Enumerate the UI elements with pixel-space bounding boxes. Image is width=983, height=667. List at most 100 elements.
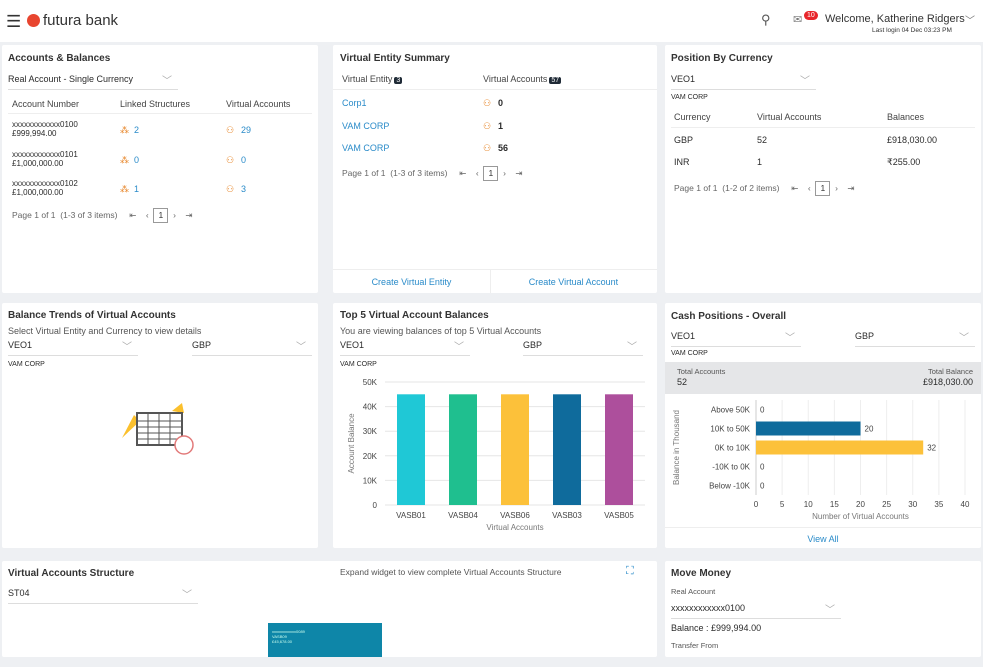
- widget-title: Top 5 Virtual Account Balances: [340, 310, 489, 321]
- first-page-icon[interactable]: ⇤: [459, 168, 467, 178]
- balance: ₹255.00: [887, 157, 921, 167]
- entity-link[interactable]: VAM CORP: [342, 121, 390, 131]
- create-virtual-entity-button[interactable]: Create Virtual Entity: [371, 277, 452, 287]
- first-page-icon[interactable]: ⇤: [129, 210, 137, 220]
- data-label: 20: [865, 425, 874, 434]
- brand-logo-icon: [27, 14, 40, 27]
- chevron-down-icon: ﹀: [182, 590, 192, 601]
- x-tick-label: VASB01: [396, 511, 426, 520]
- data-label: 32: [927, 444, 936, 453]
- y-axis-label: Balance in Thousand: [672, 410, 681, 485]
- real-account-dropdown[interactable]: xxxxxxxxxxxx0100 ﹀: [671, 603, 841, 619]
- col-virtual-accounts: Virtual Accounts 57: [483, 74, 562, 84]
- expand-hint: Expand widget to view complete Virtual A…: [340, 567, 562, 577]
- chevron-down-icon: ﹀: [825, 605, 835, 616]
- data-label: 0: [760, 463, 765, 472]
- x-tick-label: 35: [934, 500, 943, 509]
- chevron-down-icon[interactable]: ﹀: [965, 16, 975, 27]
- expand-icon[interactable]: ⛶: [626, 565, 634, 577]
- currency-dropdown[interactable]: GBP ﹀: [855, 331, 975, 347]
- page-number[interactable]: 1: [364, 168, 369, 178]
- dropdown-value: VEO1: [671, 331, 696, 341]
- y-tick-label: Above 50K: [711, 406, 751, 415]
- last-page-icon[interactable]: ⇥: [515, 168, 523, 178]
- last-page-icon[interactable]: ⇥: [185, 210, 193, 220]
- virtual-entity-dropdown[interactable]: VEO1 ﹀: [671, 74, 816, 90]
- last-page-icon[interactable]: ⇥: [847, 183, 855, 193]
- currency-dropdown[interactable]: GBP ﹀: [523, 340, 643, 356]
- dropdown-value: GBP: [523, 340, 543, 350]
- divider: [665, 527, 981, 528]
- entity-link[interactable]: Corp1: [342, 98, 367, 108]
- y-tick-label: 30K: [363, 427, 378, 436]
- next-page-icon[interactable]: ›: [503, 168, 506, 178]
- x-tick-label: VASB03: [552, 511, 582, 520]
- account-number[interactable]: xxxxxxxxxxxx0101: [12, 150, 78, 159]
- account-number[interactable]: xxxxxxxxxxxx0100: [12, 120, 78, 129]
- y-tick-label: 0: [373, 501, 378, 510]
- virtual-count[interactable]: 3: [241, 184, 247, 194]
- divider: [8, 113, 312, 114]
- virtual-count[interactable]: 29: [241, 125, 252, 135]
- linked-count[interactable]: 2: [134, 125, 140, 135]
- page-number[interactable]: 1: [34, 210, 39, 220]
- first-page-icon[interactable]: ⇤: [791, 183, 799, 193]
- col-virtual-accounts: Virtual Accounts: [226, 99, 291, 109]
- top5-bar-chart: 0 10K 20K 30K 40K 50K VASB01 VASB04 VASB06 VASB03…: [347, 378, 645, 532]
- next-page-icon[interactable]: ›: [173, 210, 176, 220]
- cash-positions-bar-chart: 0 5 10 15 20 25 30 35 40 Above 50K 0 10K to 50K 20 0K…: [672, 400, 970, 521]
- structure-dropdown[interactable]: ST04 ﹀: [8, 588, 198, 604]
- account-number[interactable]: xxxxxxxxxxxx0102: [12, 179, 78, 188]
- prev-page-icon[interactable]: ‹: [145, 210, 149, 220]
- x-tick-label: VASB04: [448, 511, 478, 520]
- widget-subtitle: Select Virtual Entity and Currency to vi…: [8, 326, 202, 336]
- x-tick-label: VASB06: [500, 511, 530, 520]
- linked-count[interactable]: 0: [134, 155, 140, 165]
- dropdown-value: Real Account - Single Currency: [8, 74, 134, 84]
- table-row: INR 1 ₹255.00: [674, 157, 974, 167]
- items-count: (1-3 of 3 items): [60, 210, 118, 220]
- widget-title: Virtual Entity Summary: [340, 53, 450, 64]
- hamburger-icon[interactable]: ☰: [6, 12, 22, 31]
- widget-title: Accounts & Balances: [8, 53, 111, 64]
- bar-vasb06: [501, 394, 529, 505]
- search-icon[interactable]: ⚲: [761, 12, 771, 27]
- list-item: Corp1 ⚇ 0: [342, 98, 642, 108]
- page-label: Page: [12, 210, 32, 220]
- node-name: VASB09: [272, 634, 287, 639]
- next-page-icon[interactable]: ›: [835, 183, 838, 193]
- users-icon: ⚇: [483, 143, 492, 153]
- linked-count[interactable]: 1: [134, 184, 140, 194]
- mail-count-badge: 10: [804, 11, 818, 20]
- current-page-button[interactable]: 1: [483, 166, 499, 181]
- widget-title: Balance Trends of Virtual Accounts: [8, 310, 176, 321]
- virtual-count[interactable]: 0: [241, 155, 247, 165]
- welcome-text[interactable]: Welcome, Katherine Ridgers: [825, 13, 965, 25]
- current-page-button[interactable]: 1: [815, 181, 831, 196]
- structure-node[interactable]: xxxxxxxxxxxx0089 VASB09 £45,678.00: [268, 623, 382, 657]
- virtual-entity-dropdown[interactable]: VEO1 ﹀: [671, 331, 801, 347]
- bar-vasb05: [605, 394, 633, 505]
- users-icon: ⚇: [226, 125, 235, 135]
- count-badge: 57: [549, 77, 562, 84]
- page-number[interactable]: 1: [696, 183, 701, 193]
- dropdown-value: ST04: [8, 588, 30, 598]
- create-virtual-account-button[interactable]: Create Virtual Account: [528, 277, 619, 287]
- widget-title: Move Money: [671, 568, 732, 579]
- col-virtual-entity: Virtual Entity 3: [342, 74, 403, 84]
- total-accounts-value: 52: [677, 377, 688, 387]
- widget-subtitle: You are viewing balances of top 5 Virtua…: [340, 326, 542, 336]
- prev-page-icon[interactable]: ‹: [475, 168, 479, 178]
- account-type-dropdown[interactable]: Real Account - Single Currency ﹀: [8, 74, 178, 90]
- virtual-entity-dropdown[interactable]: VEO1 ﹀: [8, 340, 138, 356]
- mail-icon[interactable]: ✉: [793, 14, 803, 26]
- view-all-link[interactable]: View All: [807, 534, 839, 544]
- x-tick-label: 15: [830, 500, 839, 509]
- accounts-balances-widget: Accounts & Balances Real Account - Singl…: [2, 45, 318, 293]
- currency-dropdown[interactable]: GBP ﹀: [192, 340, 312, 356]
- prev-page-icon[interactable]: ‹: [807, 183, 811, 193]
- current-page-button[interactable]: 1: [153, 208, 169, 223]
- chevron-down-icon: ﹀: [800, 76, 810, 87]
- virtual-entity-dropdown[interactable]: VEO1 ﹀: [340, 340, 470, 356]
- entity-link[interactable]: VAM CORP: [342, 143, 390, 153]
